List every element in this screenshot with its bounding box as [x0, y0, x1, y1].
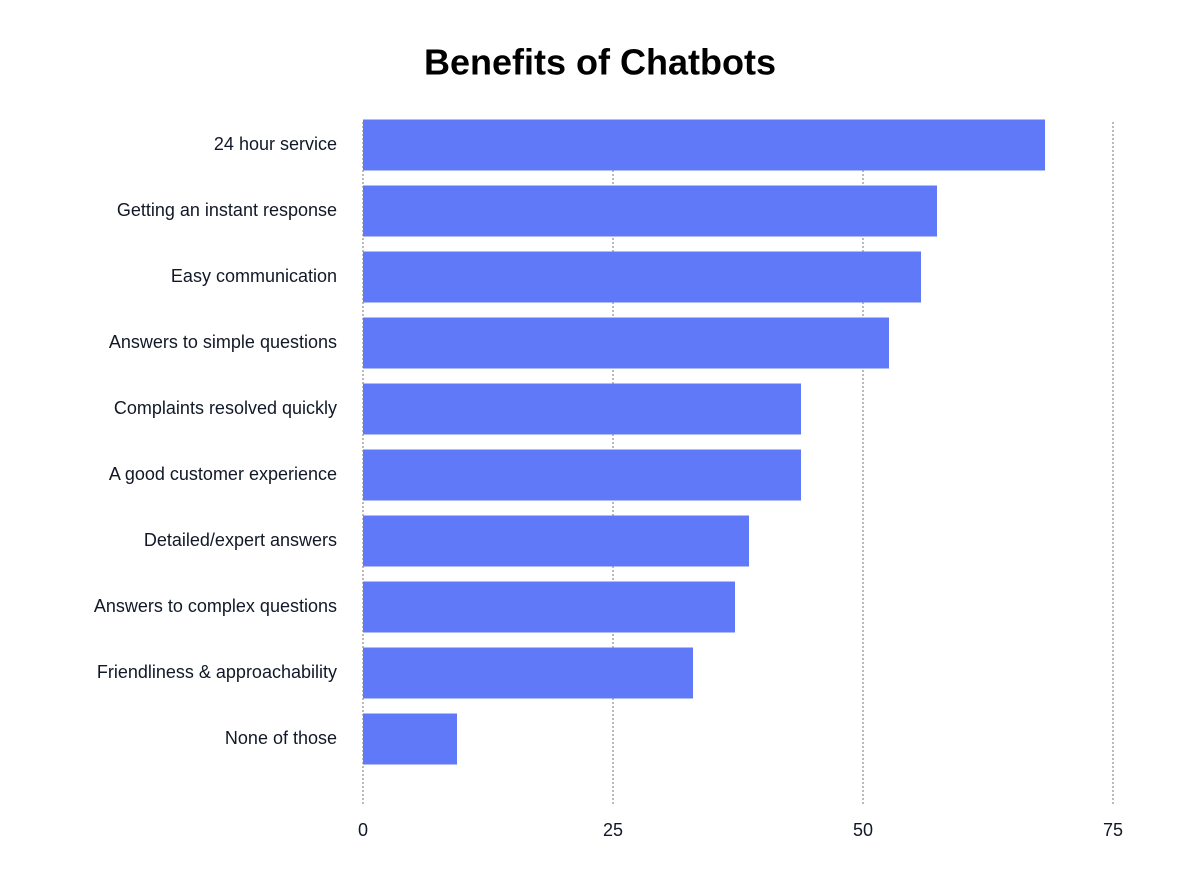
- y-tick-label: Easy communication: [171, 266, 337, 286]
- bar: [363, 185, 937, 237]
- x-tick-label: 0: [358, 820, 368, 840]
- y-tick-label: A good customer experience: [109, 464, 337, 484]
- y-tick-label: Friendliness & approachability: [97, 662, 337, 682]
- bar: [363, 581, 735, 633]
- y-tick-label: Getting an instant response: [117, 200, 337, 220]
- bar: [363, 449, 801, 501]
- bar: [363, 119, 1045, 171]
- bar: [363, 647, 693, 699]
- y-tick-label: Complaints resolved quickly: [114, 398, 337, 418]
- y-tick-label: Detailed/expert answers: [144, 530, 337, 550]
- y-tick-label: 24 hour service: [214, 134, 337, 154]
- x-tick-label: 50: [853, 820, 873, 840]
- bar: [363, 713, 457, 765]
- y-tick-label: None of those: [225, 728, 337, 748]
- chart-title: Benefits of Chatbots: [424, 42, 776, 83]
- bar: [363, 251, 921, 303]
- bar: [363, 383, 801, 435]
- x-tick-label: 75: [1103, 820, 1123, 840]
- y-tick-label: Answers to simple questions: [109, 332, 337, 352]
- y-tick-label: Answers to complex questions: [94, 596, 337, 616]
- bar: [363, 317, 889, 369]
- bar: [363, 515, 749, 567]
- x-tick-label: 25: [603, 820, 623, 840]
